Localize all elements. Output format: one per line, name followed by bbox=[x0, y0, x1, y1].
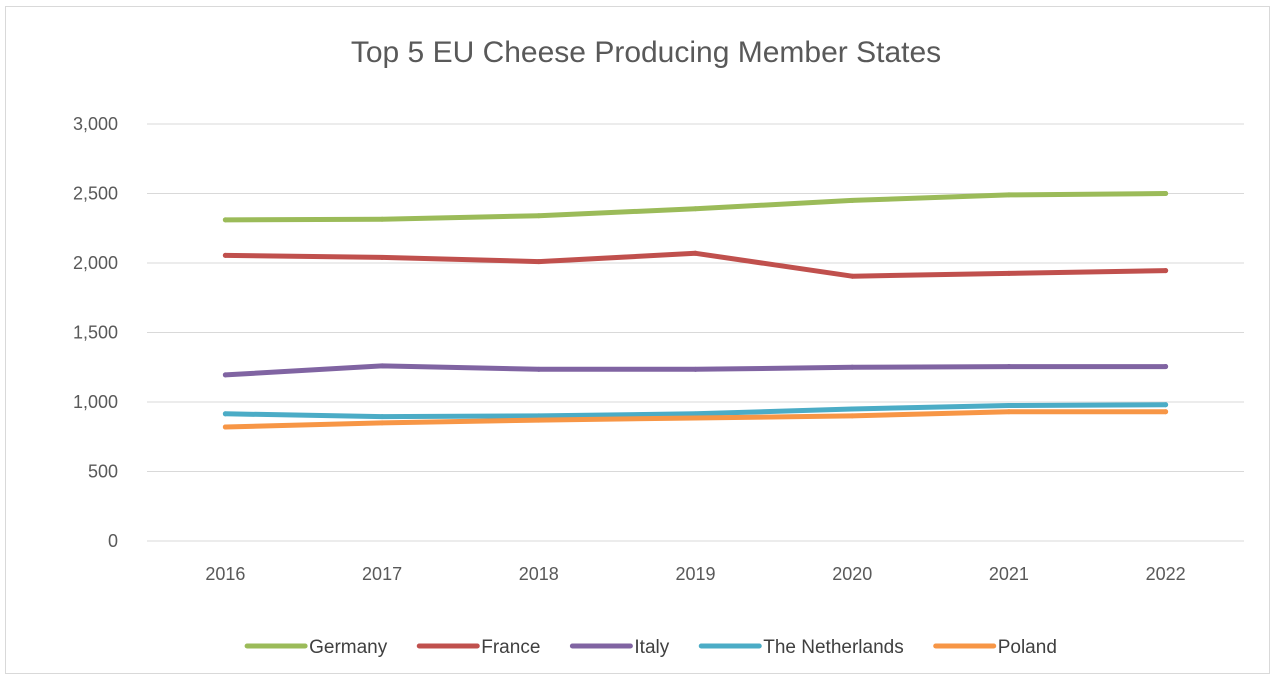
data-point-germany bbox=[536, 213, 542, 219]
y-tick-label: 3,000 bbox=[73, 114, 118, 134]
data-point-poland bbox=[693, 415, 698, 421]
data-point-france bbox=[222, 252, 228, 258]
legend-label-the-netherlands: The Netherlands bbox=[763, 637, 903, 658]
series-lines bbox=[222, 191, 1169, 430]
data-point-france bbox=[379, 254, 385, 260]
data-point-the-netherlands bbox=[222, 411, 228, 417]
chart-area bbox=[5, 6, 1270, 674]
legend-label-france: France bbox=[481, 637, 540, 658]
legend: Germany France Italy The Netherlands Poland bbox=[244, 637, 1057, 658]
data-point-the-netherlands bbox=[1163, 402, 1169, 408]
chart-title: Top 5 EU Cheese Producing Member States bbox=[351, 36, 941, 69]
x-tick-label: 2016 bbox=[205, 564, 245, 584]
legend-label-germany: Germany bbox=[309, 637, 388, 658]
data-point-the-netherlands bbox=[1006, 402, 1012, 408]
y-axis-tick-labels: 0 500 1,000 1,500 2,000 2,500 3,000 bbox=[73, 114, 118, 551]
x-tick-label: 2018 bbox=[519, 564, 559, 584]
data-point-poland bbox=[1163, 409, 1169, 415]
data-point-germany bbox=[693, 206, 698, 212]
y-tick-label: 0 bbox=[108, 531, 118, 551]
x-tick-label: 2021 bbox=[989, 564, 1029, 584]
data-point-italy bbox=[222, 372, 228, 378]
legend-label-poland: Poland bbox=[998, 637, 1057, 658]
y-tick-label: 2,500 bbox=[73, 184, 118, 204]
data-point-france bbox=[1006, 270, 1012, 276]
data-point-the-netherlands bbox=[536, 413, 542, 419]
data-point-the-netherlands bbox=[379, 414, 385, 420]
gridlines bbox=[147, 123, 1244, 542]
x-tick-label: 2019 bbox=[675, 564, 715, 584]
data-point-poland bbox=[849, 413, 855, 419]
data-point-italy bbox=[693, 366, 698, 372]
data-point-germany bbox=[1006, 192, 1012, 198]
y-tick-label: 500 bbox=[88, 462, 118, 482]
legend-label-italy: Italy bbox=[634, 637, 669, 658]
data-point-france bbox=[693, 250, 698, 256]
data-point-italy bbox=[849, 364, 855, 370]
data-point-the-netherlands bbox=[693, 411, 698, 417]
x-tick-label: 2020 bbox=[832, 564, 872, 584]
data-point-italy bbox=[379, 363, 385, 369]
data-point-poland bbox=[379, 420, 385, 426]
data-point-germany bbox=[849, 197, 855, 203]
data-point-germany bbox=[222, 217, 228, 223]
x-tick-label: 2022 bbox=[1146, 564, 1186, 584]
y-tick-label: 2,000 bbox=[73, 253, 118, 273]
data-point-france bbox=[1163, 268, 1169, 274]
y-tick-label: 1,500 bbox=[73, 323, 118, 343]
data-point-poland bbox=[222, 424, 228, 430]
data-point-france bbox=[849, 273, 855, 279]
data-point-italy bbox=[1006, 364, 1012, 370]
x-tick-label: 2017 bbox=[362, 564, 402, 584]
data-point-italy bbox=[1163, 364, 1169, 370]
data-point-germany bbox=[379, 216, 385, 222]
data-point-france bbox=[536, 259, 542, 265]
series-line-france bbox=[222, 250, 1169, 279]
data-point-the-netherlands bbox=[849, 406, 855, 412]
y-tick-label: 1,000 bbox=[73, 392, 118, 412]
data-point-poland bbox=[1006, 409, 1012, 415]
data-point-poland bbox=[536, 417, 542, 423]
x-axis-tick-labels: 2016 2017 2018 2019 2020 2021 2022 bbox=[205, 564, 1185, 584]
data-point-germany bbox=[1163, 191, 1169, 196]
data-point-italy bbox=[536, 366, 542, 372]
